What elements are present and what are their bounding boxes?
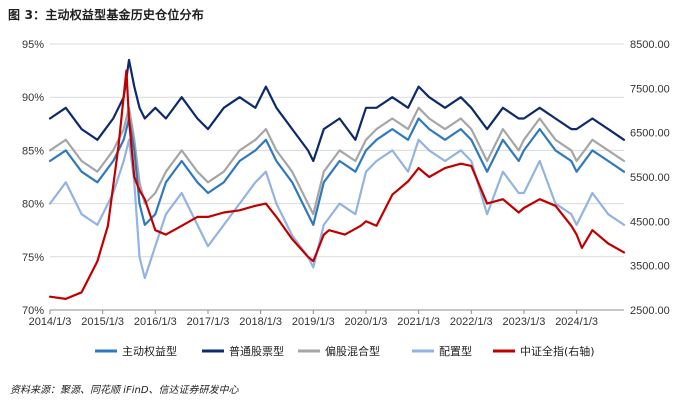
series-line-0	[48, 117, 626, 226]
left-axis-tick-label: 90%	[22, 92, 44, 104]
series-line-2	[48, 106, 626, 216]
right-axis-tick-label: 6500.00	[630, 128, 670, 140]
x-axis-tick-label: 2015/1/3	[81, 316, 124, 328]
series-line-4	[48, 69, 626, 300]
legend-label-2: 偏股混合型	[325, 344, 380, 358]
left-axis-tick-label: 80%	[22, 199, 44, 211]
right-axis-tick-label: 3500.00	[630, 261, 670, 273]
legend-label-3: 配置型	[439, 344, 472, 358]
x-axis-tick-label: 2024/1/3	[555, 316, 598, 328]
x-axis-tick-label: 2016/1/3	[134, 316, 177, 328]
x-axis-tick-label: 2018/1/3	[239, 316, 282, 328]
chart-axes: 70% 75% 80% 85% 90% 95% 2500.00 3500.00 4500.00 5…	[22, 39, 670, 328]
x-axis-tick-label: 2023/1/3	[503, 316, 546, 328]
x-axis-tick-label: 2014/1/3	[29, 316, 72, 328]
legend-label-4: 中证全指(右轴)	[520, 344, 595, 358]
figure-title: 图 3：主动权益型基金历史仓位分布	[8, 8, 204, 22]
left-axis-tick-label: 75%	[22, 252, 44, 264]
chart-legend: 主动权益型 普通股票型 偏股混合型 配置型 中证全指(右轴)	[95, 344, 595, 358]
x-axis-tick-label: 2017/1/3	[187, 316, 230, 328]
left-axis-tick-label: 95%	[22, 39, 44, 51]
x-axis-tick-label: 2019/1/3	[292, 316, 335, 328]
right-axis-tick-label: 8500.00	[630, 39, 670, 51]
left-axis-tick-label: 85%	[22, 145, 44, 157]
right-axis-tick-label: 7500.00	[630, 83, 670, 95]
source-note: 资料来源：聚源、同花顺 iFinD、信达证券研发中心	[10, 385, 239, 396]
right-axis-tick-label: 5500.00	[630, 172, 670, 184]
legend-label-1: 普通股票型	[229, 344, 284, 358]
right-axis-tick-label: 2500.00	[630, 305, 670, 317]
x-axis-tick-label: 2021/1/3	[397, 316, 440, 328]
left-axis-tick-label: 70%	[22, 305, 44, 317]
legend-label-0: 主动权益型	[122, 344, 177, 358]
series-line-1	[48, 58, 626, 163]
chart-series	[48, 58, 626, 300]
x-axis-tick-label: 2022/1/3	[450, 316, 493, 328]
right-axis-tick-label: 4500.00	[630, 216, 670, 228]
x-axis-tick-label: 2020/1/3	[345, 316, 388, 328]
